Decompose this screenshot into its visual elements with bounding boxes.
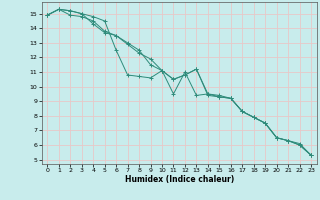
X-axis label: Humidex (Indice chaleur): Humidex (Indice chaleur) bbox=[124, 175, 234, 184]
